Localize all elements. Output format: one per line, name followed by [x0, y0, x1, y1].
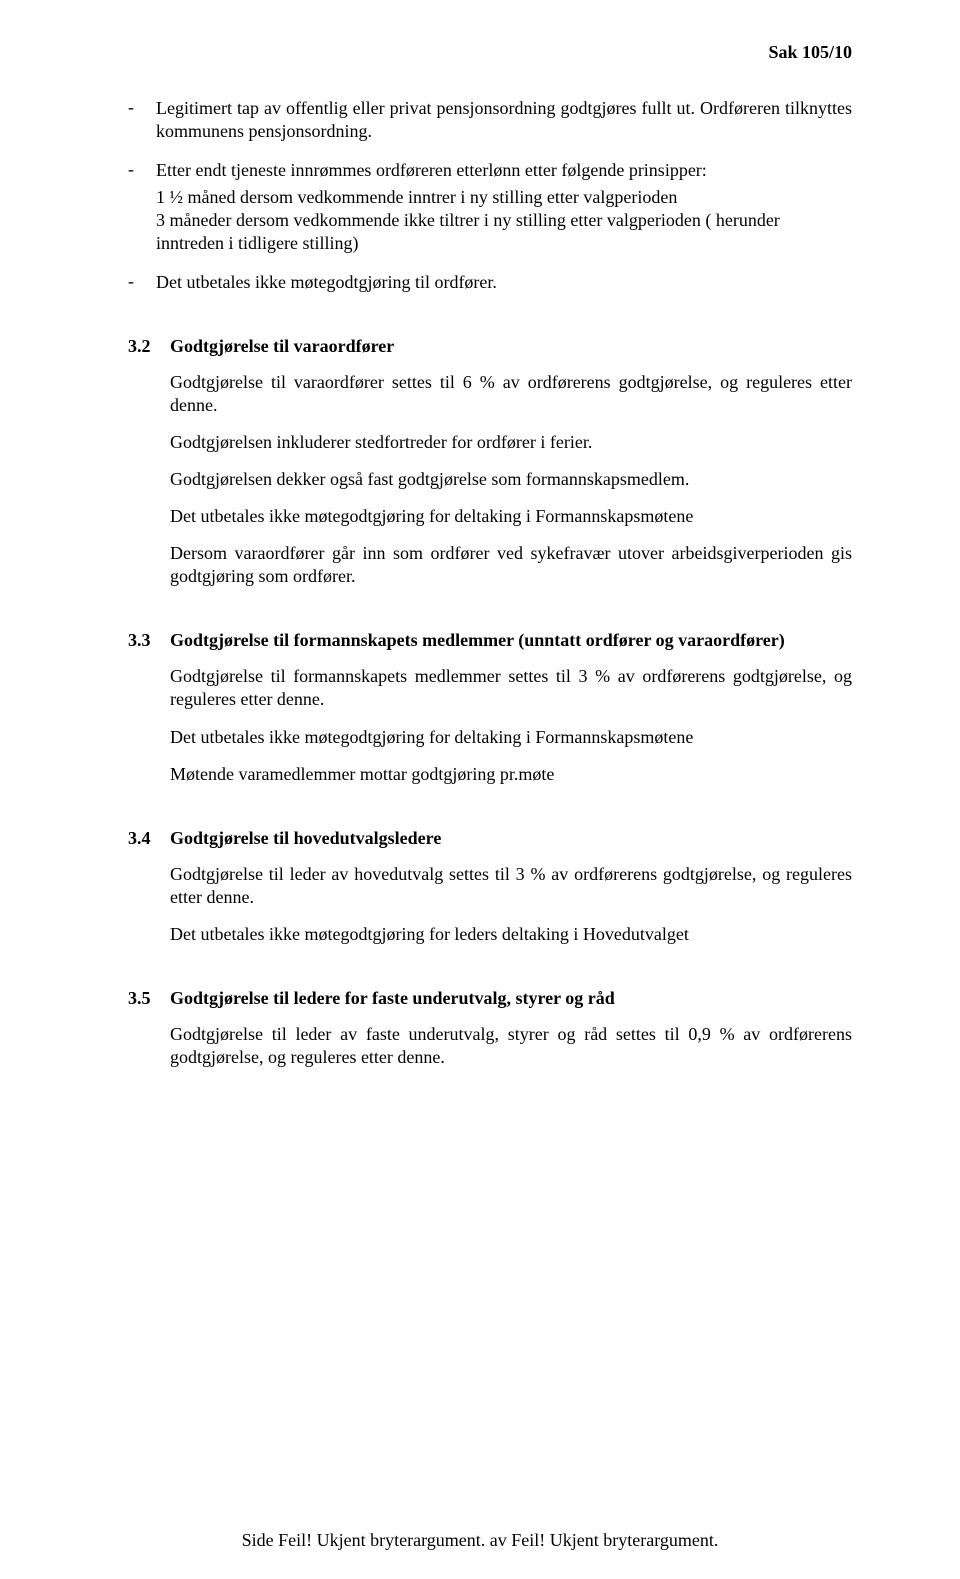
- case-reference: Sak 105/10: [128, 42, 852, 63]
- page-footer: Side Feil! Ukjent bryterargument. av Fei…: [0, 1530, 960, 1551]
- section-body: Godtgjørelse til leder av faste underutv…: [170, 1023, 852, 1069]
- section-number: 3.3: [128, 630, 170, 651]
- list-item: - Etter endt tjeneste innrømmes ordfører…: [128, 159, 852, 255]
- section-3-3: 3.3 Godtgjørelse til formannskapets medl…: [128, 630, 852, 785]
- section-title: Godtgjørelse til ledere for faste underu…: [170, 988, 852, 1009]
- paragraph: Det utbetales ikke møtegodtgjøring for d…: [170, 505, 852, 528]
- bullet-list: - Legitimert tap av offentlig eller priv…: [128, 97, 852, 294]
- bullet-dash-icon: -: [128, 271, 156, 294]
- section-number: 3.2: [128, 336, 170, 357]
- bullet-dash-icon: -: [128, 97, 156, 143]
- bullet-text: Etter endt tjeneste innrømmes ordføreren…: [156, 159, 852, 255]
- list-item: - Det utbetales ikke møtegodtgjøring til…: [128, 271, 852, 294]
- section-title: Godtgjørelse til varaordfører: [170, 336, 852, 357]
- paragraph: Godtgjørelse til varaordfører settes til…: [170, 371, 852, 417]
- section-heading: 3.3 Godtgjørelse til formannskapets medl…: [128, 630, 852, 651]
- bullet-lead-text: Etter endt tjeneste innrømmes ordføreren…: [156, 160, 707, 180]
- section-number: 3.4: [128, 828, 170, 849]
- paragraph: Godtgjørelse til leder av faste underutv…: [170, 1023, 852, 1069]
- paragraph: Godtgjørelsen dekker også fast godtgjøre…: [170, 468, 852, 491]
- section-title: Godtgjørelse til formannskapets medlemme…: [170, 630, 852, 651]
- list-item: - Legitimert tap av offentlig eller priv…: [128, 97, 852, 143]
- paragraph: Godtgjørelsen inkluderer stedfortreder f…: [170, 431, 852, 454]
- sub-item: 3 måneder dersom vedkommende ikke tiltre…: [156, 209, 852, 255]
- bullet-text: Legitimert tap av offentlig eller privat…: [156, 97, 852, 143]
- paragraph: Det utbetales ikke møtegodtgjøring for d…: [170, 726, 852, 749]
- sub-item: 1 ½ måned dersom vedkommende inntrer i n…: [156, 186, 852, 209]
- section-3-2: 3.2 Godtgjørelse til varaordfører Godtgj…: [128, 336, 852, 588]
- section-body: Godtgjørelse til leder av hovedutvalg se…: [170, 863, 852, 946]
- paragraph: Godtgjørelse til leder av hovedutvalg se…: [170, 863, 852, 909]
- section-number: 3.5: [128, 988, 170, 1009]
- section-title: Godtgjørelse til hovedutvalgsledere: [170, 828, 852, 849]
- paragraph: Det utbetales ikke møtegodtgjøring for l…: [170, 923, 852, 946]
- paragraph: Godtgjørelse til formannskapets medlemme…: [170, 665, 852, 711]
- section-heading: 3.2 Godtgjørelse til varaordfører: [128, 336, 852, 357]
- paragraph: Dersom varaordfører går inn som ordfører…: [170, 542, 852, 588]
- section-body: Godtgjørelse til formannskapets medlemme…: [170, 665, 852, 785]
- section-body: Godtgjørelse til varaordfører settes til…: [170, 371, 852, 588]
- section-3-5: 3.5 Godtgjørelse til ledere for faste un…: [128, 988, 852, 1069]
- bullet-text: Det utbetales ikke møtegodtgjøring til o…: [156, 271, 852, 294]
- page-container: Sak 105/10 - Legitimert tap av offentlig…: [0, 0, 960, 1579]
- section-3-4: 3.4 Godtgjørelse til hovedutvalgsledere …: [128, 828, 852, 946]
- bullet-dash-icon: -: [128, 159, 156, 255]
- section-heading: 3.5 Godtgjørelse til ledere for faste un…: [128, 988, 852, 1009]
- section-heading: 3.4 Godtgjørelse til hovedutvalgsledere: [128, 828, 852, 849]
- paragraph: Møtende varamedlemmer mottar godtgjøring…: [170, 763, 852, 786]
